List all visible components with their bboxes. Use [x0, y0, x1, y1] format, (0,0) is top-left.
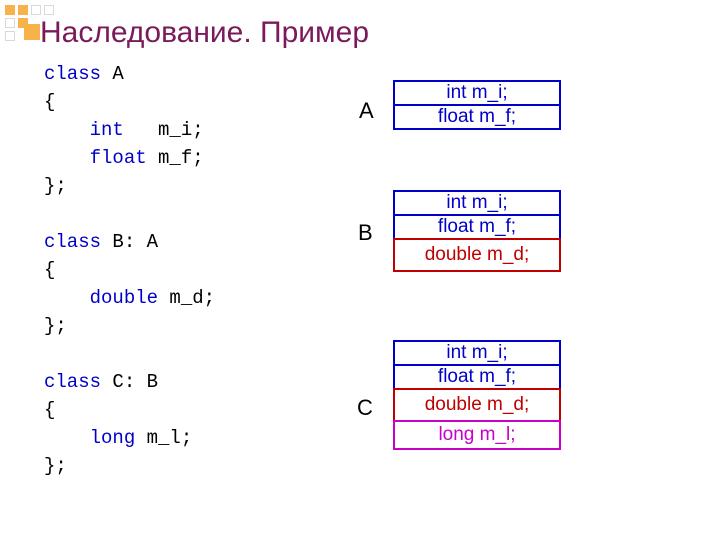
deco-square	[5, 31, 15, 41]
code-text	[44, 147, 90, 169]
code-line: };	[44, 312, 215, 340]
code-text: {	[44, 91, 55, 113]
code-keyword: long	[90, 427, 136, 449]
deco-square	[31, 5, 41, 15]
layout-cell: long m_l;	[393, 420, 561, 450]
code-text: };	[44, 315, 67, 337]
deco-square	[5, 5, 15, 15]
layout-label: A	[359, 98, 374, 124]
deco-square	[44, 5, 54, 15]
code-line: class C: B	[44, 368, 215, 396]
code-text: B: A	[101, 231, 158, 253]
code-text: {	[44, 259, 55, 281]
layout-label: C	[357, 395, 373, 421]
layout-cell: int m_i;	[393, 340, 561, 366]
code-text: m_l;	[135, 427, 192, 449]
code-text: m_i;	[124, 119, 204, 141]
code-line: int m_i;	[44, 116, 215, 144]
layout-label: B	[358, 220, 373, 246]
layout-cell: float m_f;	[393, 104, 561, 130]
code-line: };	[44, 172, 215, 200]
code-line	[44, 200, 215, 228]
deco-square	[5, 18, 15, 28]
layout-cell: int m_i;	[393, 190, 561, 216]
code-keyword: class	[44, 63, 101, 85]
layout-cell: double m_d;	[393, 388, 561, 422]
code-text	[44, 119, 90, 141]
code-text: C: B	[101, 371, 158, 393]
code-text	[44, 287, 90, 309]
code-keyword: double	[90, 287, 158, 309]
code-text: A	[101, 63, 124, 85]
layout-box: int m_i;float m_f;double m_d;	[393, 190, 561, 272]
code-line: {	[44, 256, 215, 284]
code-text	[44, 427, 90, 449]
code-line	[44, 340, 215, 368]
code-block: class A { int m_i; float m_f;}; class B: …	[44, 60, 215, 480]
code-keyword: float	[90, 147, 147, 169]
code-text: {	[44, 399, 55, 421]
code-keyword: class	[44, 231, 101, 253]
code-line: long m_l;	[44, 424, 215, 452]
code-line: {	[44, 88, 215, 116]
code-line: float m_f;	[44, 144, 215, 172]
layout-cell: float m_f;	[393, 214, 561, 240]
code-line: {	[44, 396, 215, 424]
code-keyword: int	[90, 119, 124, 141]
page-title: Наследование. Пример	[40, 16, 369, 50]
deco-square	[18, 5, 28, 15]
code-line: double m_d;	[44, 284, 215, 312]
code-line: };	[44, 452, 215, 480]
code-keyword: class	[44, 371, 101, 393]
layout-box: int m_i;float m_f;	[393, 80, 561, 130]
code-text: };	[44, 175, 67, 197]
code-line: class A	[44, 60, 215, 88]
layout-cell: double m_d;	[393, 238, 561, 272]
layout-cell: int m_i;	[393, 80, 561, 106]
code-text: };	[44, 455, 67, 477]
code-text: m_f;	[147, 147, 204, 169]
code-text	[44, 203, 55, 225]
layout-cell: float m_f;	[393, 364, 561, 390]
code-line: class B: A	[44, 228, 215, 256]
deco-square	[24, 24, 40, 40]
code-text	[44, 343, 55, 365]
layout-box: int m_i;float m_f;double m_d;long m_l;	[393, 340, 561, 450]
code-text: m_d;	[158, 287, 215, 309]
